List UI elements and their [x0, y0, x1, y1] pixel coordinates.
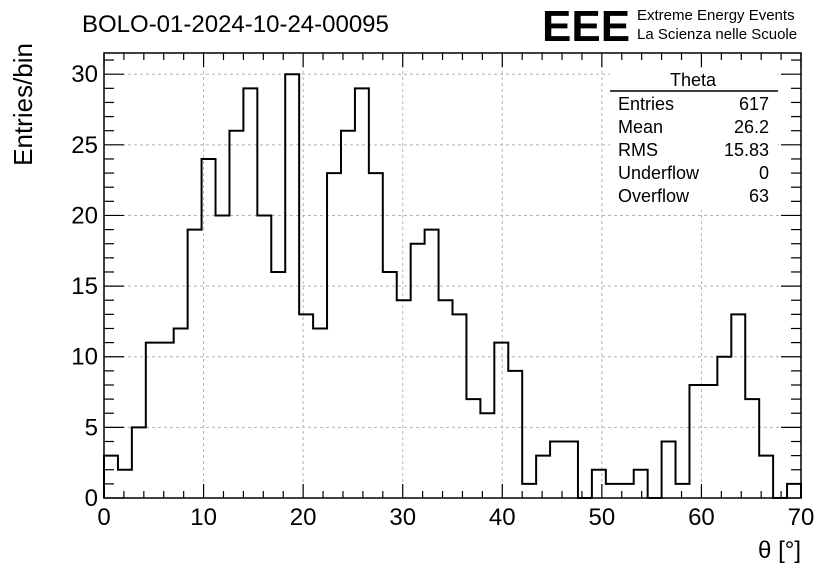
y-axis-label: Entries/bin — [8, 43, 38, 166]
stats-value: 617 — [739, 94, 769, 114]
x-tick-label: 30 — [389, 504, 416, 531]
stats-box-title: Theta — [670, 70, 717, 90]
stats-value: 15.83 — [724, 140, 769, 160]
axis-ticks — [103, 53, 802, 499]
stats-rows: Entries 617 Mean 26.2 RMS 15.83 Underflow 0 Over… — [618, 94, 769, 206]
x-tick-label: 50 — [589, 504, 616, 531]
stats-box: Theta Entries 617 Mean 26.2 RMS 15.83 Underflo… — [610, 70, 778, 210]
logo-line-1: Extreme Energy Events — [637, 7, 795, 24]
x-axis-label: θ [°] — [758, 537, 801, 564]
plot-frame — [103, 52, 802, 499]
logo-mark: EEE — [542, 2, 630, 51]
stats-label: Entries — [618, 94, 674, 114]
histogram-line — [103, 73, 802, 499]
x-tick-label: 70 — [788, 504, 815, 531]
y-tick-label: 0 — [85, 485, 98, 512]
x-tick-labels: 0 10 20 30 40 50 60 70 — [97, 504, 814, 531]
y-tick-label: 25 — [71, 132, 98, 159]
logo: EEE Extreme Energy Events La Scienza nel… — [542, 2, 797, 51]
y-tick-label: 15 — [71, 273, 98, 300]
stats-value: 26.2 — [734, 117, 769, 137]
stats-label: Mean — [618, 117, 663, 137]
stats-value: 0 — [759, 163, 769, 183]
y-tick-label: 30 — [71, 61, 98, 88]
y-tick-label: 5 — [85, 414, 98, 441]
x-tick-label: 20 — [290, 504, 317, 531]
logo-line-2: La Scienza nelle Scuole — [637, 26, 797, 43]
stats-label: Overflow — [618, 186, 690, 206]
x-tick-label: 60 — [688, 504, 715, 531]
x-tick-label: 10 — [190, 504, 217, 531]
x-tick-label: 40 — [489, 504, 516, 531]
stats-box-background — [610, 70, 778, 210]
y-tick-label: 20 — [71, 202, 98, 229]
x-tick-label: 0 — [97, 504, 110, 531]
stats-label: Underflow — [618, 163, 700, 183]
stats-value: 63 — [749, 186, 769, 206]
y-tick-labels: 0 5 10 15 20 25 30 — [71, 61, 98, 512]
chart-title: BOLO-01-2024-10-24-00095 — [82, 11, 389, 38]
stats-label: RMS — [618, 140, 658, 160]
y-tick-label: 10 — [71, 344, 98, 371]
